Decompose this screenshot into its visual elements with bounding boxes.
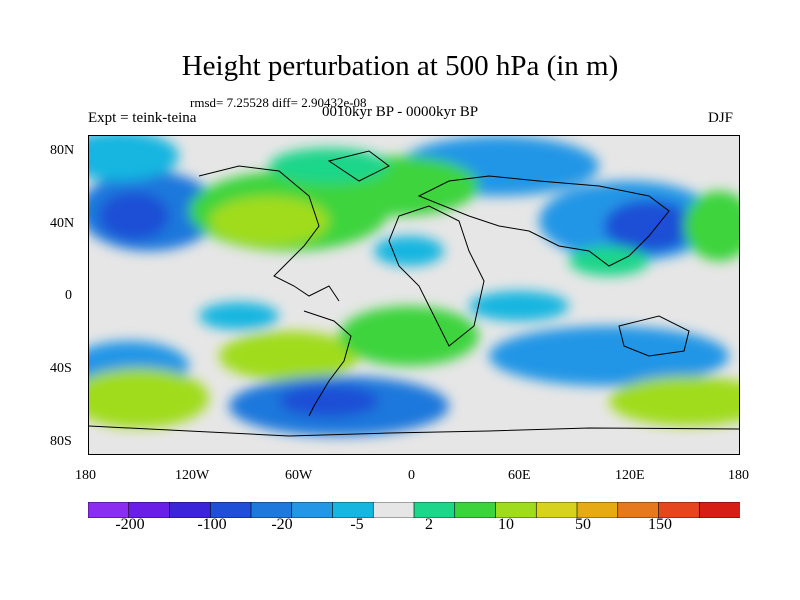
lat-tick-40n: 40N	[50, 216, 75, 231]
anomaly-neg-epacific	[199, 302, 279, 330]
lon-tick-120w: 120W	[175, 468, 210, 483]
coastlines	[89, 150, 739, 437]
anomaly-pos-satlantic	[339, 306, 479, 366]
eurasia-coast	[417, 175, 670, 267]
colorbar-swatches	[87, 501, 741, 519]
stats-line: rmsd= 7.25528 diff= 2.90432e-08	[190, 95, 367, 110]
lon-tick-60e: 60E	[508, 468, 531, 483]
map-svg	[89, 136, 739, 454]
lat-tick-0: 0	[65, 288, 72, 303]
antarctica-coast	[89, 425, 739, 437]
map-panel	[88, 135, 740, 455]
colorbar-label-50: 50	[575, 516, 591, 533]
experiment-label: Expt = teink-teina	[88, 110, 197, 126]
anomaly-pos-spacific	[89, 368, 209, 428]
colorbar-label-m200: -200	[115, 516, 145, 533]
height-field	[89, 136, 739, 436]
colorbar-label-m5: -5	[350, 516, 364, 533]
period-label: 0010kyr BP - 0000kyr BP	[322, 104, 479, 120]
anomaly-neg-indian	[489, 326, 729, 386]
colorbar	[87, 501, 741, 523]
season-label: DJF	[708, 110, 734, 126]
colorbar-label-2: 2	[425, 516, 433, 533]
anomaly-neg-npacific-core	[99, 192, 169, 240]
lat-tick-80n: 80N	[50, 143, 75, 158]
anomaly-neg-alaska	[89, 136, 179, 181]
lon-tick-180w: 180	[75, 468, 96, 483]
colorbar-label-m20: -20	[271, 516, 293, 533]
australia-coast	[618, 315, 690, 357]
lon-tick-120e: 120E	[615, 468, 645, 483]
africa-coast	[388, 205, 485, 347]
lat-tick-80s: 80S	[50, 434, 72, 449]
lon-tick-0: 0	[408, 468, 415, 483]
greenland-coast	[327, 150, 390, 182]
plot-title: Height perturbation at 500 hPa (in m)	[181, 50, 619, 82]
anomaly-pos-india	[569, 246, 649, 276]
anomaly-neg-japan	[604, 200, 694, 252]
colorbar-label-10: 10	[498, 516, 514, 533]
lon-tick-180e: 180	[728, 468, 749, 483]
lon-tick-60w: 60W	[285, 468, 313, 483]
lat-tick-40s: 40S	[50, 361, 72, 376]
north-america-coast	[198, 165, 340, 302]
anomaly-pos-sepacific	[219, 331, 359, 381]
south-america-coast	[303, 310, 352, 417]
colorbar-label-m100: -100	[197, 516, 227, 533]
colorbar-swatch-15	[698, 501, 741, 519]
anomaly-pos-npacific-east	[684, 191, 739, 261]
anomaly-pos-greenland	[269, 148, 389, 184]
anomaly-neg-sindian	[469, 291, 569, 321]
anomaly-pos-tasman	[609, 376, 739, 426]
anomaly-neg-southern-core	[279, 385, 379, 417]
colorbar-label-150: 150	[648, 516, 672, 533]
anomaly-neg-nafrica	[374, 236, 444, 266]
anomaly-pos-namerica-core	[209, 196, 329, 246]
